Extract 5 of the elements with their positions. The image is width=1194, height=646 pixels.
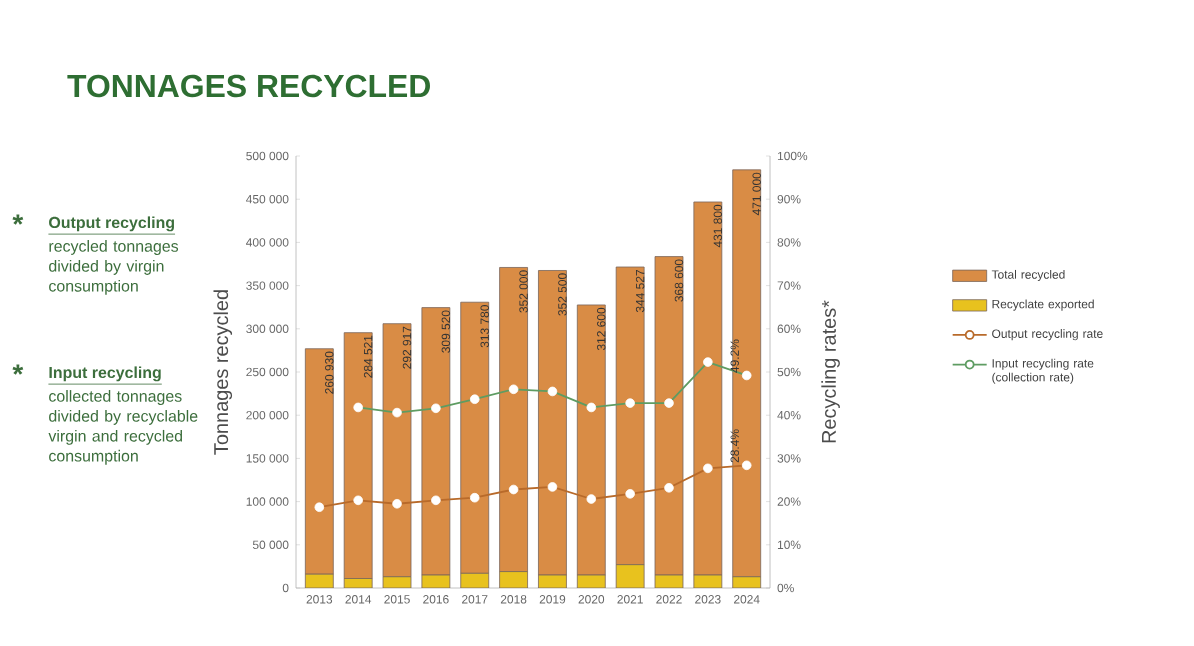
text: * [12,214,24,225]
chart-title: TONNAGES RECYCLED [67,74,430,98]
text: * [12,364,24,375]
y2-axis-title: Recycling rates* [821,300,840,443]
y-axis-title: Tonnages recycled [213,290,233,455]
